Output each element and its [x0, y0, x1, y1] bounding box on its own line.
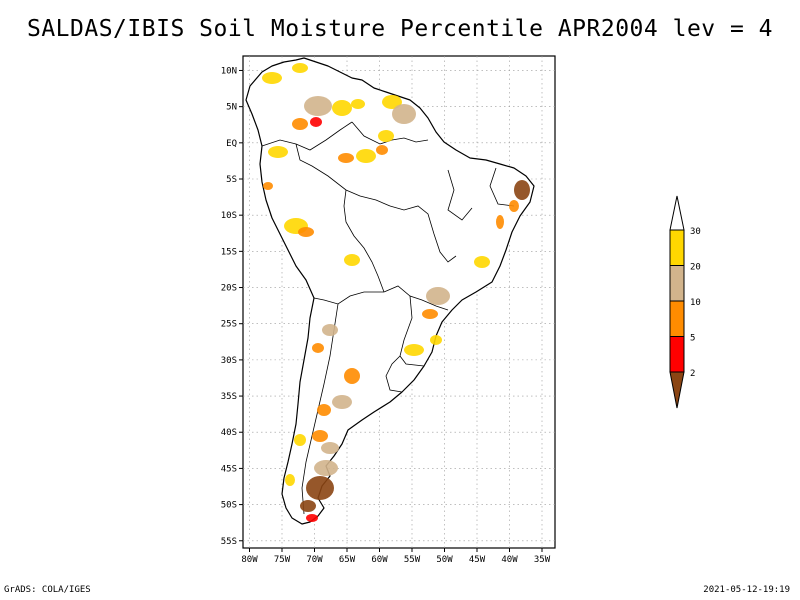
colorbar-swatch: [669, 265, 685, 302]
shaded-region: [285, 474, 295, 486]
shaded-region: [314, 460, 338, 476]
shaded-region: [312, 343, 324, 353]
shaded-region: [263, 182, 273, 190]
shaded-region: [321, 442, 339, 454]
map-title: SALDAS/IBIS Soil Moisture Percentile APR…: [26, 16, 774, 42]
lat-tick-label: 20S: [221, 284, 237, 294]
footer-timestamp: 2021-05-12-19:19: [703, 585, 790, 595]
lat-tick-label: 50S: [221, 501, 237, 511]
colorbar-swatch: [669, 229, 685, 266]
colorbar-label: 2: [690, 369, 695, 379]
shaded-region: [332, 395, 352, 409]
shaded-region: [306, 476, 334, 500]
shaded-region: [317, 404, 331, 416]
shaded-region: [262, 72, 282, 84]
shaded-region: [344, 368, 360, 384]
lat-tick-label: 45S: [221, 464, 237, 474]
shaded-region: [376, 145, 388, 155]
footer-credit: GrADS: COLA/IGES: [4, 585, 91, 595]
lon-tick-label: 70W: [306, 555, 323, 565]
shaded-region: [300, 500, 316, 512]
colorbar-label: 10: [690, 298, 701, 308]
shaded-region: [509, 200, 519, 212]
colorbar-top-triangle: [669, 195, 685, 231]
shaded-region: [332, 100, 352, 116]
lat-tick-label: 40S: [221, 428, 237, 438]
soil-moisture-shading: [262, 63, 530, 522]
shaded-region: [474, 256, 490, 268]
lat-tick-label: 10N: [221, 66, 237, 76]
colorbar-swatch: [669, 336, 685, 373]
lon-tick-label: 80W: [241, 555, 258, 565]
lon-tick-label: 55W: [404, 555, 421, 565]
colorbar-swatch: [669, 300, 685, 337]
shaded-region: [338, 153, 354, 163]
shaded-region: [356, 149, 376, 163]
lon-tick-label: 45W: [469, 555, 486, 565]
lon-tick-label: 35W: [534, 555, 551, 565]
lat-tick-label: 25S: [221, 320, 237, 330]
lat-tick-label: 10S: [221, 211, 237, 221]
shaded-region: [312, 430, 328, 442]
lat-tick-label: 55S: [221, 537, 237, 547]
shaded-region: [304, 96, 332, 116]
shaded-region: [351, 99, 365, 109]
colorbar-label: 20: [690, 263, 701, 273]
lat-tick-label: EQ: [226, 139, 237, 149]
lat-tick-label: 30S: [221, 356, 237, 366]
shaded-region: [514, 180, 530, 200]
shaded-region: [430, 335, 442, 345]
shaded-region: [292, 63, 308, 73]
lon-tick-label: 75W: [274, 555, 291, 565]
shaded-region: [422, 309, 438, 319]
shaded-region: [322, 324, 338, 336]
country-borders: [261, 121, 515, 515]
lon-tick-label: 60W: [371, 555, 388, 565]
colorbar-label: 30: [690, 227, 701, 237]
shaded-region: [382, 95, 402, 109]
shaded-region: [344, 254, 360, 266]
colorbar-bottom-triangle: [669, 371, 685, 409]
colorbar-label: 5: [690, 334, 695, 344]
lat-tick-label: 35S: [221, 392, 237, 402]
latitude-axis: 10N 5N EQ 5S 10S 15S 20S 25S 30S 35S 40S 45S 50S 55S: [221, 66, 243, 547]
shaded-region: [378, 130, 394, 142]
shaded-region: [298, 227, 314, 237]
longitude-axis: 80W 75W 70W 65W 60W 55W 50W 45W 40W 35W: [241, 548, 551, 565]
shaded-region: [496, 215, 504, 229]
shaded-region: [292, 118, 308, 130]
lat-tick-label: 5N: [226, 103, 237, 113]
lon-tick-label: 40W: [501, 555, 518, 565]
lat-tick-label: 5S: [226, 175, 237, 185]
shaded-region: [310, 117, 322, 127]
shaded-region: [392, 104, 416, 124]
shaded-region: [306, 514, 318, 522]
lat-tick-label: 15S: [221, 247, 237, 257]
shaded-region: [294, 434, 306, 446]
shaded-region: [426, 287, 450, 305]
lon-tick-label: 65W: [339, 555, 356, 565]
legend-colorbar: 30 20 10 5 2: [669, 195, 701, 409]
lon-tick-label: 50W: [436, 555, 453, 565]
shaded-region: [404, 344, 424, 356]
shaded-region: [268, 146, 288, 158]
